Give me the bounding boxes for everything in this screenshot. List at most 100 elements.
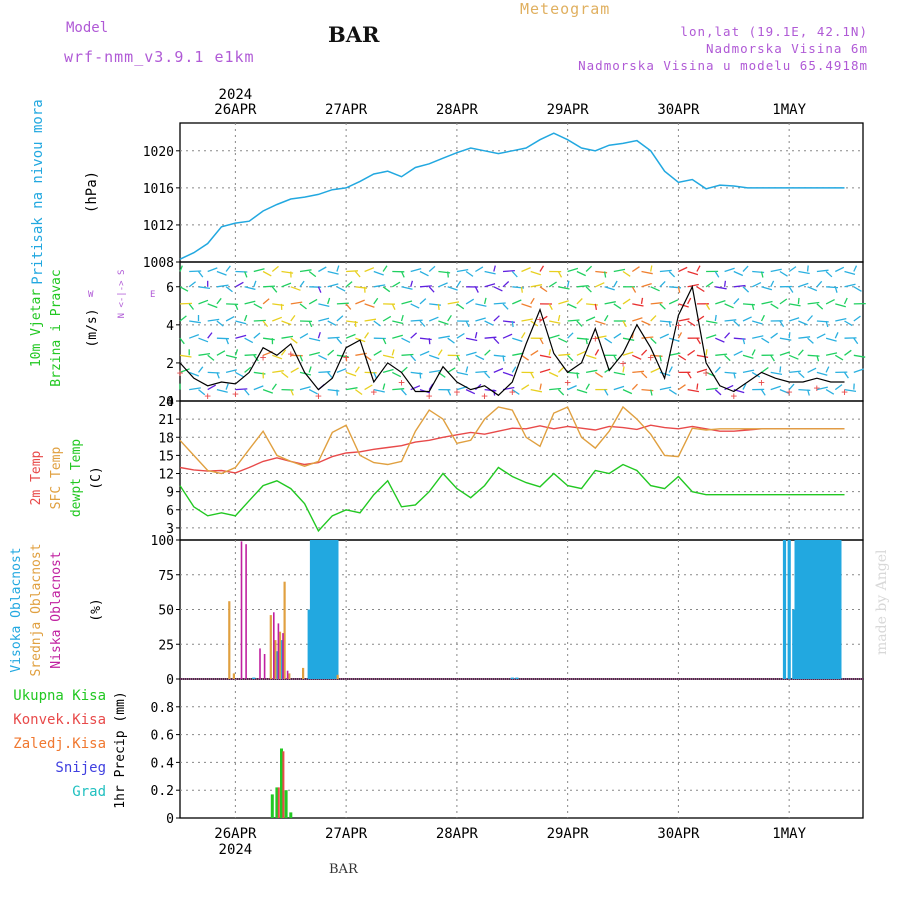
wind-barb [715, 337, 725, 343]
wind-barb [595, 320, 606, 325]
wind-barb [438, 335, 450, 339]
wind-barb [770, 268, 782, 273]
cloud-bar-0 [309, 540, 314, 679]
wind-barb [428, 338, 431, 345]
wind-barb [243, 314, 248, 322]
wind-barb [391, 303, 396, 310]
wind-barb [770, 303, 779, 310]
cloud-bar-0 [323, 540, 327, 679]
wind-barb [705, 349, 708, 356]
cloud-bar-2 [273, 612, 275, 679]
wind-barb [604, 337, 613, 344]
wind-barb [290, 315, 296, 322]
wind-gust-mark: + [730, 389, 737, 402]
wind-barb [437, 349, 443, 356]
wind-gust-mark: + [564, 376, 571, 389]
wind-barb [760, 271, 764, 278]
wind-compass-e: E [150, 290, 155, 300]
wind-barb [622, 298, 631, 305]
wind-barb [825, 337, 837, 342]
wind-barb [576, 298, 583, 305]
wind-barb [714, 366, 721, 373]
wind-barb [631, 383, 638, 391]
wind-barb [244, 389, 250, 396]
wind-barb [438, 320, 449, 326]
wind-barb [696, 286, 705, 293]
wind-barb [530, 297, 535, 305]
wind-barb [816, 333, 826, 339]
wind-barb [299, 333, 309, 339]
wind-barb [669, 337, 680, 342]
wind-barb [373, 372, 378, 379]
wind-barb [263, 285, 276, 288]
wind-barb [290, 286, 301, 291]
wind-barb [613, 280, 618, 288]
wind-barb [798, 270, 810, 275]
wind-barb [502, 355, 505, 362]
panel-frame-temperature [179, 400, 864, 541]
bottom-date-label: 27APR [325, 826, 368, 842]
wind-barb [761, 337, 770, 344]
wind-barb [465, 270, 474, 277]
wind-barb [465, 389, 476, 395]
wind-barb [752, 320, 763, 325]
wind-barb [225, 369, 237, 374]
wind-barb [558, 286, 570, 290]
wind-barb [576, 285, 589, 288]
wind-barb [318, 303, 330, 308]
wind-barb [392, 334, 403, 339]
wind-barb [392, 388, 405, 391]
wind-ylabel-1: 10m Vjetar [29, 289, 44, 367]
wind-barb [640, 297, 644, 305]
cloud-bar-2 [245, 544, 247, 679]
wind-barb [613, 385, 625, 391]
wind-barb [253, 268, 265, 273]
wind-ylabel-2: Brzina i Pravac [49, 269, 64, 386]
wind-barb [659, 386, 672, 391]
wind-barb [530, 372, 535, 379]
meteogram-label: Meteogram [520, 0, 611, 18]
wind-barb [622, 320, 627, 328]
cloud-bar-0 [810, 540, 814, 679]
wind-barb [834, 384, 843, 391]
wind-barb [465, 298, 475, 305]
y-tick-label-temperature: 18 [158, 431, 174, 446]
wind-barb [733, 320, 740, 327]
wind-barb [493, 265, 496, 272]
wind-barb [299, 355, 304, 362]
wind-barb [595, 335, 607, 339]
cloud-ylabel-1: Visoka Oblacnost [9, 547, 24, 672]
wind-barb [299, 303, 307, 310]
wind-barb [816, 280, 823, 288]
wind-barb [336, 315, 344, 322]
cloud-bar-0 [822, 540, 826, 679]
wind-barb [262, 270, 272, 277]
y-tick-label-precipitation: 0.6 [151, 729, 174, 744]
wind-barb [521, 354, 529, 361]
wind-barb [512, 352, 524, 356]
wind-barb [650, 337, 657, 344]
cloud-bar-0 [803, 540, 807, 679]
wind-barb [530, 350, 539, 356]
wind-barb [724, 319, 737, 322]
wind-gust-mark: + [703, 366, 710, 379]
precip-bar-0 [270, 794, 274, 818]
wind-gust-mark: + [315, 389, 322, 402]
wind-barb [336, 286, 346, 292]
wind-barb [456, 268, 469, 273]
wind-barb [594, 303, 598, 311]
wind-barb [475, 303, 487, 307]
wind-barb [456, 355, 461, 362]
wind-barb [216, 270, 227, 276]
wind-barb [493, 315, 500, 322]
cloud-bar-0 [510, 677, 514, 679]
wind-barb [327, 371, 333, 379]
wind-compass-ns: N <-|-> S [117, 270, 127, 319]
cloud-bar-0 [314, 540, 318, 679]
wind-barb [179, 315, 187, 322]
wind-barb [188, 371, 200, 377]
temp-ylabel-3: dewpt Temp [69, 439, 84, 517]
wind-barb [557, 389, 565, 396]
wind-barb [816, 303, 824, 310]
